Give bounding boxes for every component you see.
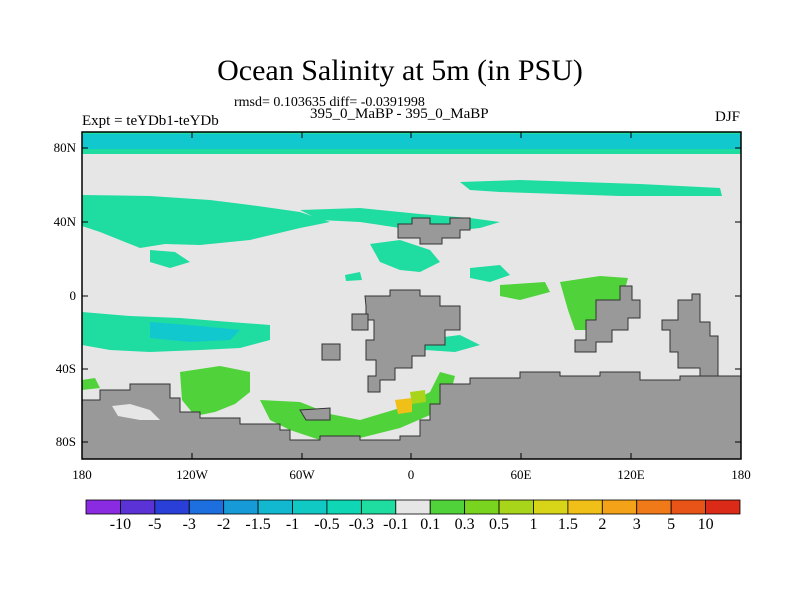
x-tick-label: 180	[72, 467, 92, 482]
green-region-indian	[560, 276, 628, 330]
colorbar-label: -0.5	[314, 516, 340, 533]
colorbar-label: 10	[697, 516, 714, 533]
colorbar-swatch	[188, 499, 225, 515]
colorbar-swatch	[464, 499, 500, 515]
period-label: 395_0_MaBP - 395_0_MaBP	[310, 106, 489, 122]
y-tick-label: 40N	[53, 214, 76, 229]
teal-speck	[345, 272, 362, 281]
colorbar-label: -0.1	[383, 516, 409, 533]
colorbar-label: 1.5	[557, 516, 578, 533]
colorbar-label: -5	[148, 516, 162, 533]
orange-patch	[395, 398, 412, 414]
landmass-peninsula	[299, 407, 331, 421]
colorbar-swatch	[223, 499, 259, 515]
colorbar-swatch	[567, 499, 603, 515]
colorbar-label: -1.5	[245, 516, 271, 533]
experiment-label: Expt = teYDb1-teYDb	[82, 113, 219, 129]
green-speck	[82, 378, 100, 390]
landmass-antarctica	[81, 371, 742, 460]
colorbar-swatch	[601, 499, 638, 515]
teal-speck	[470, 265, 510, 282]
colorbar-label: 1	[529, 516, 538, 533]
colorbar-label: -10	[109, 516, 132, 533]
colorbar-swatch	[429, 499, 466, 515]
yellowgreen-patch	[410, 390, 426, 404]
stats-label: rmsd= 0.103635 diff= -0.0391998	[234, 95, 425, 110]
teal-region-north-pacific	[82, 195, 330, 248]
colorbar-label: -3	[182, 516, 196, 533]
x-tick-label: 120E	[617, 467, 645, 482]
colorbar-swatch	[360, 499, 397, 515]
green-patch	[500, 282, 550, 300]
landmass-island	[321, 343, 341, 361]
y-tick-label: 80N	[53, 140, 76, 155]
colorbar-label: 0.1	[420, 516, 441, 533]
colorbar-label: 0.5	[489, 516, 510, 533]
colorbar-swatch	[326, 499, 362, 515]
teal-region-north	[460, 180, 722, 196]
colorbar-label: 5	[667, 516, 676, 533]
colorbar-swatch	[85, 499, 121, 515]
x-tick-label: 180	[731, 467, 751, 482]
arctic-band-core	[82, 134, 741, 149]
green-region-southeast-pacific	[180, 366, 250, 416]
colorbar-label: -1	[285, 516, 300, 533]
page-title: Ocean Salinity at 5m (in PSU)	[217, 54, 583, 87]
colorbar-label: 0.3	[454, 516, 475, 533]
colorbar-swatch	[498, 499, 534, 515]
colorbar-swatch	[395, 499, 431, 515]
landmass-island	[351, 313, 369, 331]
colorbar-swatch	[533, 499, 569, 515]
cyan-region-tropical	[150, 322, 240, 342]
colorbar	[85, 499, 741, 515]
y-tick-label: 0	[69, 288, 77, 303]
colorbar-label: -0.3	[348, 516, 375, 533]
landmass-africa	[364, 289, 461, 393]
colorbar-swatch	[257, 499, 293, 515]
x-tick-label: 60W	[289, 467, 315, 482]
colorbar-label: 3	[632, 516, 641, 533]
green-region-southern-ocean	[260, 372, 455, 440]
teal-patch	[150, 250, 190, 268]
axis-ticks	[81, 132, 742, 459]
colorbar-swatch	[292, 499, 328, 515]
teal-patch-central	[370, 240, 440, 272]
x-tick-label: 120W	[176, 467, 208, 482]
colorbar-swatch	[670, 499, 706, 515]
y-tick-label: 40S	[55, 361, 76, 376]
y-tick-label: 80S	[55, 434, 76, 449]
colorbar-label: -2	[217, 516, 231, 533]
colorbar-swatch	[705, 499, 741, 515]
colorbar-swatch	[154, 499, 190, 515]
x-tick-label: 60E	[510, 467, 532, 482]
season-label: DJF	[714, 109, 740, 125]
landmass-north	[397, 217, 471, 245]
colorbar-swatch	[636, 499, 672, 515]
x-tick-label: 0	[407, 467, 415, 482]
colorbar-label: 2	[598, 516, 607, 533]
colorbar-swatch	[120, 499, 156, 515]
ocean-gap	[112, 404, 160, 420]
landmass-india	[574, 285, 641, 353]
